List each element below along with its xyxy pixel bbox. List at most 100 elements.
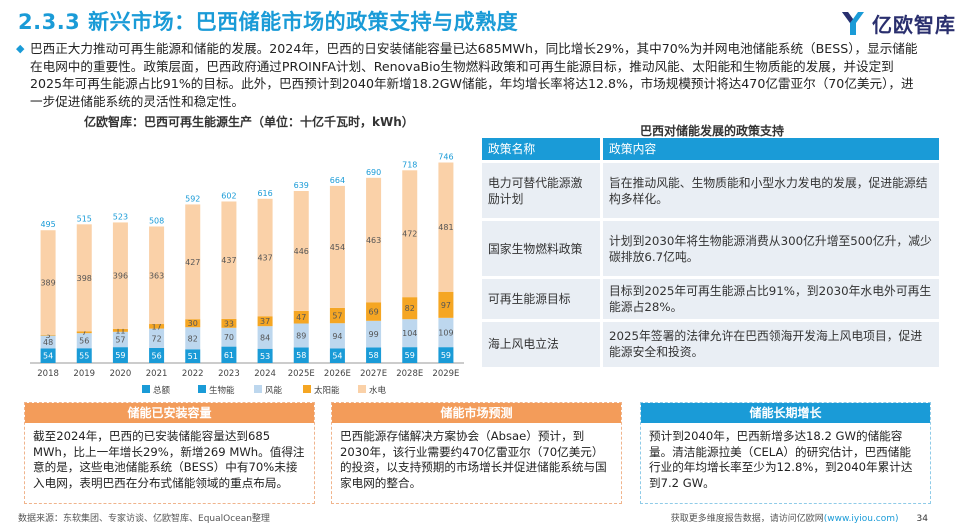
bar-segment — [76, 348, 92, 363]
bar-segment — [221, 346, 237, 363]
data-label: 104 — [402, 329, 417, 338]
intro-text: 巴西正大力推动可再生能源和储能的发展。2024年，巴西的日安装储能容量已达685… — [30, 41, 918, 109]
data-label: 82 — [188, 334, 198, 343]
bar-segment — [293, 191, 309, 311]
legend-label: 风能 — [265, 385, 283, 396]
data-label: 396 — [113, 272, 128, 281]
data-label: 398 — [77, 274, 92, 283]
data-label: 11 — [115, 326, 125, 335]
bar-segment — [76, 331, 92, 334]
policy-content: 目标到2025年可再生能源占比91%，到2030年水电外可再生能源占28%。 — [601, 276, 942, 321]
legend-swatch — [303, 385, 311, 393]
page-number: 34 — [916, 514, 928, 524]
bar-segment — [402, 319, 418, 348]
policy-table-header-content: 政策内容 — [601, 138, 942, 162]
x-tick-label: 2020 — [110, 369, 132, 379]
bar-segment — [40, 348, 56, 363]
data-label: 3 — [46, 331, 51, 340]
logo-text: 亿欧智库 — [872, 12, 956, 37]
data-label: 82 — [405, 304, 415, 313]
x-tick-label: 2025E — [288, 369, 315, 379]
data-label: 97 — [441, 301, 451, 310]
bar-segment — [329, 307, 345, 324]
data-label: 59 — [405, 351, 415, 360]
box-title: 储能长期增长 — [641, 403, 930, 423]
legend-label: 太阳能 — [314, 385, 340, 396]
bar-segment — [438, 317, 454, 348]
data-label: 7 — [82, 328, 87, 337]
data-label: 99 — [368, 330, 378, 339]
bar-segment — [329, 185, 345, 308]
data-label: 70 — [224, 333, 234, 342]
x-tick-label: 2029E — [432, 369, 459, 379]
total-label: 602 — [221, 191, 236, 200]
data-label: 33 — [224, 319, 234, 328]
long-term-growth-box: 储能长期增长 预计到2040年，巴西新增多达18.2 GW的储能容量。清洁能源拉… — [640, 402, 931, 504]
data-label: 54 — [332, 352, 342, 361]
box-title: 储能已安装容量 — [25, 403, 314, 423]
legend-swatch — [254, 385, 262, 393]
policy-content: 旨在推动风能、生物质能和小型水力发电的发展，促进能源结构多样化。 — [601, 160, 942, 220]
x-tick-label: 2018 — [37, 369, 59, 379]
data-label: 463 — [366, 236, 381, 245]
bar-segment — [438, 162, 454, 292]
bar-segment — [112, 331, 128, 348]
total-label: 616 — [257, 189, 272, 198]
diamond-bullet-icon: ◆ — [16, 42, 25, 55]
data-label: 59 — [441, 351, 451, 360]
data-label: 37 — [260, 317, 270, 326]
data-label: 84 — [260, 333, 270, 342]
bar-segment — [112, 347, 128, 363]
bar-segment — [40, 230, 56, 335]
policy-name: 国家生物燃料政策 — [482, 218, 603, 278]
bar-segment — [257, 198, 273, 317]
data-label: 47 — [296, 313, 306, 322]
bar-segment — [366, 177, 382, 303]
data-label: 481 — [438, 223, 453, 232]
data-label: 89 — [296, 331, 306, 340]
x-tick-label: 2023 — [218, 369, 240, 379]
bar-segment — [112, 222, 128, 329]
data-label: 72 — [151, 334, 161, 343]
x-tick-label: 2019 — [73, 369, 95, 379]
x-tick-label: 2022 — [182, 369, 204, 379]
data-label: 437 — [221, 256, 236, 265]
x-tick-label: 2028E — [396, 369, 423, 379]
bar-segment — [185, 349, 201, 363]
policy-content: 2025年签署的法律允许在巴西领海开发海上风电项目，促进能源安全和投资。 — [601, 319, 942, 367]
policy-table-header-name: 政策名称 — [482, 138, 603, 162]
data-label: 454 — [330, 243, 345, 252]
legend-swatch — [358, 385, 366, 393]
page-title: 2.3.3 新兴市场：巴西储能市场的政策支持与成熟度 — [18, 10, 519, 34]
x-tick-label: 2026E — [324, 369, 351, 379]
total-label: 746 — [438, 153, 453, 162]
bar-segment — [40, 334, 56, 336]
bar-segment — [221, 201, 237, 319]
data-label: 58 — [296, 351, 306, 360]
total-label: 592 — [185, 194, 200, 203]
total-label: 495 — [40, 220, 55, 229]
data-label: 56 — [79, 337, 89, 346]
total-label: 664 — [330, 176, 345, 185]
legend-label: 总额 — [153, 385, 171, 396]
data-label: 58 — [368, 351, 378, 360]
bar-segment — [185, 204, 201, 320]
data-label: 363 — [149, 271, 164, 280]
x-tick-label: 2021 — [146, 369, 168, 379]
policy-table: 政策名称 政策内容 电力可替代能源激励计划 旨在推动风能、生物质能和小型水力发电… — [482, 138, 942, 367]
total-label: 718 — [402, 160, 417, 169]
footer-url-link[interactable]: (www.iyiou.com) — [823, 514, 899, 524]
bar-segment — [149, 328, 165, 348]
data-label: 54 — [43, 352, 53, 361]
policy-table-row: 海上风电立法 2025年签署的法律允许在巴西领海开发海上风电项目，促进能源安全和… — [482, 319, 942, 367]
bar-segment — [221, 318, 237, 328]
stacked-bar-chart: 5448338949520185556739851520195957113965… — [30, 153, 464, 396]
installed-capacity-box: 储能已安装容量 截至2024年，巴西的已安装储能容量达到685 MWh，比上一年… — [24, 402, 315, 504]
bar-segment — [366, 347, 382, 363]
logo-icon — [842, 12, 864, 35]
market-forecast-box: 储能市场预测 巴西能源存储解决方案协会（Absae）预计，到2030年，该行业需… — [331, 402, 622, 504]
bar-segment — [366, 302, 382, 321]
policy-table-row: 国家生物燃料政策 计划到2030年将生物能源消费从300亿升增至500亿升，减少… — [482, 218, 942, 278]
data-label: 59 — [115, 351, 125, 360]
bar-segment — [438, 291, 454, 318]
